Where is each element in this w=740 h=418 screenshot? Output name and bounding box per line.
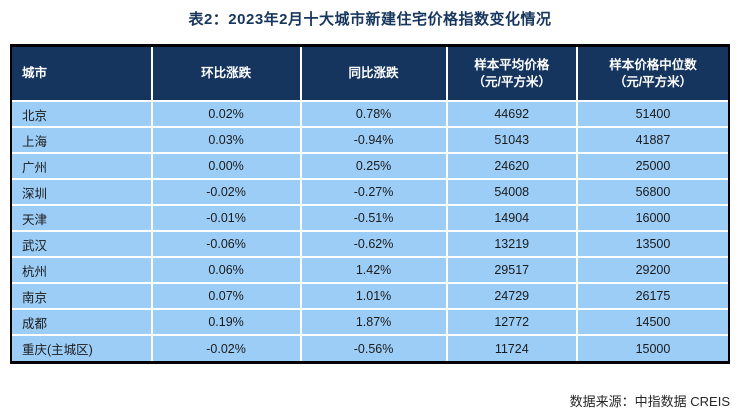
mom-cell: 0.02% [150, 100, 301, 127]
mom-cell: -0.02% [150, 178, 301, 205]
price-index-table: 城市 环比涨跌 同比涨跌 样本平均价格 （元/平方米） [10, 44, 730, 364]
city-cell: 天津 [12, 204, 152, 231]
median-price-cell: 25000 [575, 152, 728, 179]
mom-cell: 0.19% [150, 308, 301, 335]
city-cell: 上海 [12, 126, 152, 153]
column-header-median-price: 样本价格中位数 （元/平方米） [575, 47, 728, 101]
yoy-cell: -0.56% [299, 334, 447, 361]
median-price-cell: 26175 [575, 282, 728, 309]
column-header-line1: 样本价格中位数 [609, 57, 697, 72]
median-price-cell: 15000 [575, 334, 728, 361]
table-row-shanghai: 上海 0.03% -0.94% 51043 41887 [12, 126, 728, 153]
avg-price-cell: 12772 [445, 308, 577, 335]
column-header-line1: 环比涨跌 [201, 66, 252, 80]
city-cell: 杭州 [12, 256, 152, 283]
yoy-cell: -0.51% [299, 204, 447, 231]
avg-price-cell: 24729 [445, 282, 577, 309]
yoy-cell: 0.78% [299, 100, 447, 127]
column-header-line1: 同比涨跌 [348, 66, 399, 80]
avg-price-cell: 14904 [445, 204, 577, 231]
city-cell: 南京 [12, 282, 152, 309]
yoy-cell: -0.62% [299, 230, 447, 257]
table-title: 表2：2023年2月十大城市新建住宅价格指数变化情况 [188, 11, 552, 28]
column-header-mom-change: 环比涨跌 [150, 47, 301, 101]
column-header-line1: 样本平均价格 [474, 57, 550, 72]
mom-cell: 0.06% [150, 256, 301, 283]
column-header-yoy-change: 同比涨跌 [299, 47, 447, 101]
yoy-cell: -0.27% [299, 178, 447, 205]
mom-cell: 0.07% [150, 282, 301, 309]
table-header-row: 城市 环比涨跌 同比涨跌 样本平均价格 （元/平方米） [12, 47, 728, 101]
avg-price-cell: 24620 [445, 152, 577, 179]
column-header-line2: （元/平方米） [472, 74, 551, 89]
city-cell: 北京 [12, 100, 152, 127]
avg-price-cell: 44692 [445, 100, 577, 127]
city-cell: 广州 [12, 152, 152, 179]
table-row-nanjing: 南京 0.07% 1.01% 24729 26175 [12, 282, 728, 309]
column-header-avg-price: 样本平均价格 （元/平方米） [445, 47, 577, 101]
median-price-cell: 51400 [575, 100, 728, 127]
yoy-cell: 1.87% [299, 308, 447, 335]
mom-cell: -0.06% [150, 230, 301, 257]
city-cell: 武汉 [12, 230, 152, 257]
median-price-cell: 41887 [575, 126, 728, 153]
city-cell: 深圳 [12, 178, 152, 205]
median-price-cell: 14500 [575, 308, 728, 335]
median-price-cell: 56800 [575, 178, 728, 205]
median-price-cell: 29200 [575, 256, 728, 283]
median-price-cell: 16000 [575, 204, 728, 231]
table-row-hangzhou: 杭州 0.06% 1.42% 29517 29200 [12, 256, 728, 283]
yoy-cell: 0.25% [299, 152, 447, 179]
mom-cell: 0.03% [150, 126, 301, 153]
column-header-line2: （元/平方米） [613, 74, 693, 89]
avg-price-cell: 51043 [445, 126, 577, 153]
yoy-cell: 1.01% [299, 282, 447, 309]
city-cell: 重庆(主城区) [12, 334, 152, 361]
mom-cell: -0.01% [150, 204, 301, 231]
mom-cell: 0.00% [150, 152, 301, 179]
avg-price-cell: 54008 [445, 178, 577, 205]
yoy-cell: -0.94% [299, 126, 447, 153]
avg-price-cell: 29517 [445, 256, 577, 283]
mom-cell: -0.02% [150, 334, 301, 361]
table-row-beijing: 北京 0.02% 0.78% 44692 51400 [12, 100, 728, 127]
avg-price-cell: 11724 [445, 334, 577, 361]
median-price-cell: 13500 [575, 230, 728, 257]
table-row-chengdu: 成都 0.19% 1.87% 12772 14500 [12, 308, 728, 335]
city-cell: 成都 [12, 308, 152, 335]
data-source-note: 数据来源：中指数据 CREIS [569, 394, 730, 409]
table-row-wuhan: 武汉 -0.06% -0.62% 13219 13500 [12, 230, 728, 257]
avg-price-cell: 13219 [445, 230, 577, 257]
table-row-shenzhen: 深圳 -0.02% -0.27% 54008 56800 [12, 178, 728, 205]
table-row-tianjin: 天津 -0.01% -0.51% 14904 16000 [12, 204, 728, 231]
column-header-line1: 城市 [22, 66, 48, 80]
yoy-cell: 1.42% [299, 256, 447, 283]
column-header-city: 城市 [12, 47, 152, 101]
table-row-chongqing: 重庆(主城区) -0.02% -0.56% 11724 15000 [12, 334, 728, 361]
table-row-guangzhou: 广州 0.00% 0.25% 24620 25000 [12, 152, 728, 179]
